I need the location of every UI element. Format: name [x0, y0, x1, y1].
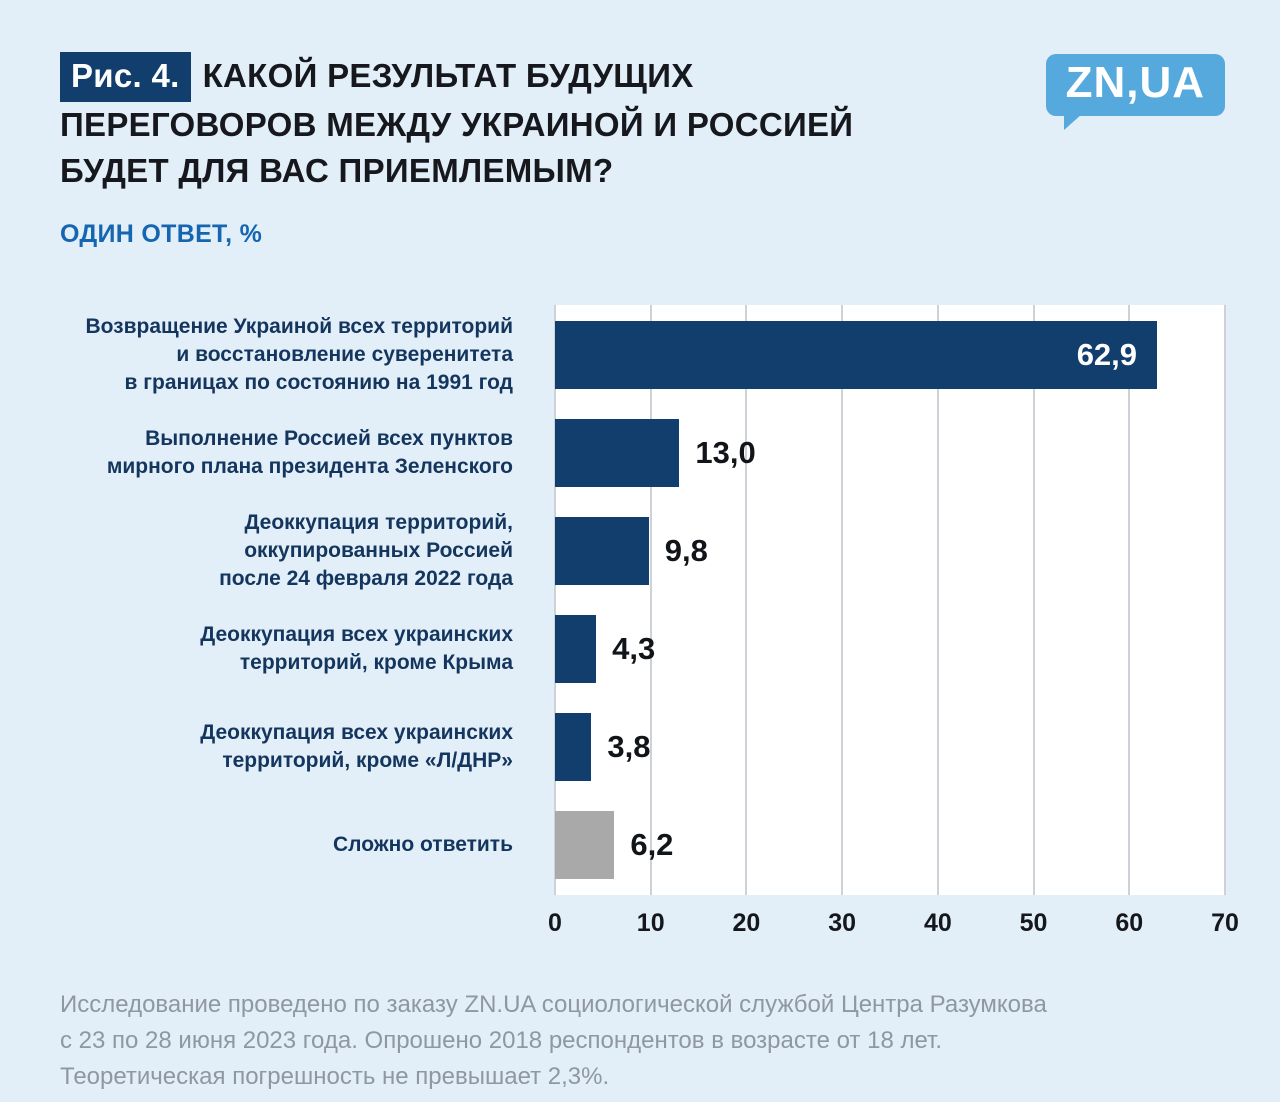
chart-title-line: Рис. 4. КАКОЙ РЕЗУЛЬТАТ БУДУЩИХ [60, 52, 853, 102]
chart-row: Возвращение Украиной всех территорий и в… [60, 315, 1225, 394]
bar [555, 811, 615, 879]
methodology-line: Исследование проведено по заказу ZN.UA с… [60, 991, 1047, 1018]
bar-value-label: 4,3 [612, 631, 656, 666]
chart-row: Выполнение Россией всех пунктов мирного … [60, 419, 1225, 487]
x-tick-label: 40 [923, 909, 952, 937]
chart-row: Сложно ответить 6,2 [60, 811, 1225, 879]
x-tick-label: 60 [1115, 909, 1144, 937]
bar: 62,9 [555, 321, 1158, 389]
bar-cell: 6,2 [555, 811, 1225, 879]
category-label: Возвращение Украиной всех территорий и в… [85, 315, 513, 394]
bar-chart: Возвращение Украиной всех территорий и в… [60, 305, 1239, 945]
gridline [745, 305, 748, 895]
x-tick-label: 0 [548, 909, 562, 937]
plot-background [554, 305, 1226, 895]
bar-value-label: 13,0 [695, 435, 756, 470]
chart-plot-area: Возвращение Украиной всех территорий и в… [60, 305, 1226, 895]
category-label: Деоккупация всех украинских территорий, … [200, 721, 513, 772]
chart-row: Деоккупация всех украинских территорий, … [60, 713, 1225, 781]
methodology-line: Теоретическая погрешность не превышает 2… [60, 1063, 610, 1090]
x-tick-label: 20 [732, 909, 761, 937]
bar-cell: 13,0 [555, 419, 1225, 487]
category-label: Выполнение Россией всех пунктов мирного … [106, 427, 513, 478]
bar-cell: 3,8 [555, 713, 1225, 781]
bar-value-label: 3,8 [607, 729, 651, 764]
gridline [936, 305, 939, 895]
chart-rows: Возвращение Украиной всех территорий и в… [60, 315, 1225, 879]
chart-title-text: КАКОЙ РЕЗУЛЬТАТ БУДУЩИХ [202, 57, 694, 94]
znua-logo: ZN,UA [1045, 54, 1225, 130]
gridline [1032, 305, 1035, 895]
bar [555, 713, 592, 781]
x-tick-label: 30 [828, 909, 857, 937]
gridline [1224, 305, 1226, 895]
gridline [1128, 305, 1131, 895]
chart-row: Деоккупация территорий, оккупированных Р… [60, 511, 1225, 590]
x-tick-label: 50 [1019, 909, 1048, 937]
chart-row: Деоккупация всех украинских территорий, … [60, 615, 1225, 683]
chart-title-line: ПЕРЕГОВОРОВ МЕЖДУ УКРАИНОЙ И РОССИЕЙ [60, 106, 854, 143]
title-block: Рис. 4. КАКОЙ РЕЗУЛЬТАТ БУДУЩИХ ПЕРЕГОВОР… [60, 52, 853, 249]
bar [555, 615, 597, 683]
bar-cell: 4,3 [555, 615, 1225, 683]
bar-value-label: 62,9 [1076, 337, 1138, 372]
gridline [649, 305, 652, 895]
chart-title-line: БУДЕТ ДЛЯ ВАС ПРИЕМЛЕМЫМ? [60, 152, 614, 189]
x-tick-label: 70 [1211, 909, 1239, 937]
gridline [554, 305, 556, 895]
category-label: Сложно ответить [332, 833, 513, 857]
bar-value-label: 9,8 [664, 533, 708, 568]
bar-cell: 9,8 [555, 517, 1225, 585]
figure-number-badge: Рис. 4. [60, 52, 191, 102]
x-tick-label: 10 [636, 909, 665, 937]
bar-value-label: 6,2 [630, 827, 674, 862]
gridline [841, 305, 844, 895]
bar [555, 517, 649, 585]
category-label: Деоккупация территорий, оккупированных Р… [219, 511, 513, 590]
bar [555, 419, 680, 487]
category-label: Деоккупация всех украинских территорий, … [200, 623, 513, 674]
methodology-note: Исследование проведено по заказу ZN.UA с… [60, 987, 1225, 1095]
x-axis: 0 10 20 30 40 50 60 70 [548, 909, 1239, 945]
methodology-line: с 23 по 28 июня 2023 года. Опрошено 2018… [60, 1027, 943, 1054]
chart-subtitle: ОДИН ОТВЕТ, % [60, 220, 263, 248]
header: Рис. 4. КАКОЙ РЕЗУЛЬТАТ БУДУЩИХ ПЕРЕГОВОР… [60, 52, 1225, 249]
bar-cell: 62,9 [555, 321, 1225, 389]
